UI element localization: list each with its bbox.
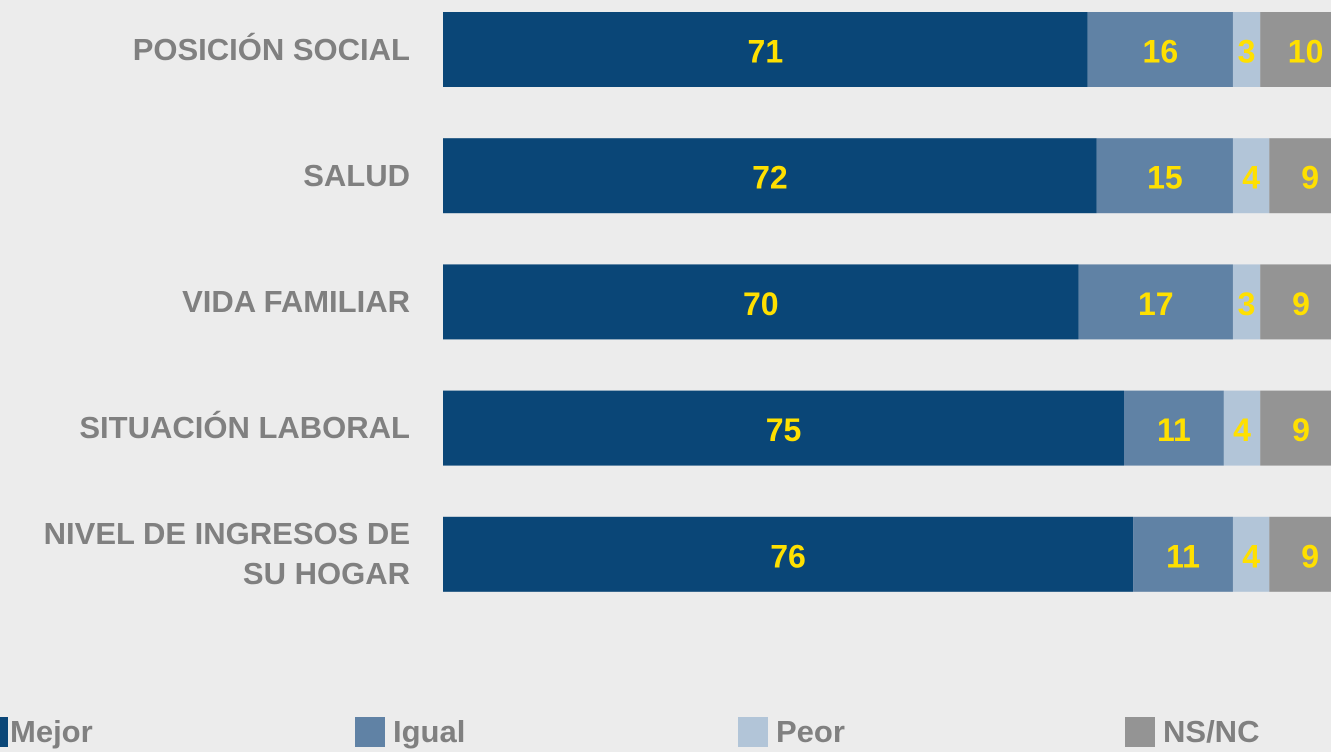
legend-swatch [1125,717,1155,747]
legend-label: Mejor [10,714,93,749]
bar-segment [1269,516,1331,592]
legend-item: Mejor [0,712,93,752]
value-label: 16 [1143,34,1179,70]
bar-segment [1087,12,1233,87]
category-label: SALUD [303,157,410,193]
bar-segment [443,264,1079,340]
value-label: 4 [1242,538,1260,574]
bar-segment [443,12,1088,87]
bar-segment [443,516,1134,592]
value-label: 3 [1238,34,1256,70]
value-label: 70 [743,286,779,322]
legend-swatch [738,717,768,747]
legend-swatch [355,717,385,747]
category-label: SITUACIÓN LABORAL [79,410,410,446]
value-label: 71 [748,34,784,70]
value-label: 17 [1138,286,1174,322]
bar-segment [1232,264,1261,340]
bar-segment [1133,516,1233,592]
legend-swatch [0,717,8,747]
category-label: VIDA FAMILIAR [182,283,410,319]
legend-label: Igual [393,714,466,749]
category-label: NIVEL DE INGRESOS DE SU HOGAR [43,516,410,592]
value-label: 3 [1238,286,1256,322]
bar-segment [1096,138,1233,214]
bar-segment [1260,12,1331,87]
value-label: 4 [1242,160,1260,196]
bar-segment [1269,138,1331,214]
value-label: 4 [1233,412,1251,448]
value-label: 11 [1166,538,1200,574]
category-label: POSICIÓN SOCIAL [132,31,410,67]
legend-label: NS/NC [1163,714,1260,749]
value-label: 76 [770,538,806,574]
value-label: 15 [1147,160,1183,196]
bar-segment [1260,264,1331,340]
bar-segment [1124,390,1224,466]
value-label: 11 [1157,412,1191,448]
value-label: 9 [1292,286,1310,322]
bar-segment [1232,516,1270,592]
value-label: 9 [1292,412,1310,448]
bar-segment [1078,264,1233,340]
value-label: 10 [1288,34,1324,70]
bar-segment [1260,390,1331,466]
value-label: 9 [1301,538,1319,574]
bar-segment [443,390,1124,466]
legend-item: Peor [738,712,845,752]
legend-label: Peor [776,714,845,749]
bar-segment [1223,390,1261,466]
legend-item: Igual [355,712,465,752]
bar-segment [1232,12,1261,87]
value-label: 9 [1301,160,1319,196]
bar-segment [1232,138,1270,214]
value-label: 72 [752,160,788,196]
value-label: 75 [766,412,802,448]
legend-item: NS/NC [1125,712,1259,752]
bar-segment [443,138,1097,214]
